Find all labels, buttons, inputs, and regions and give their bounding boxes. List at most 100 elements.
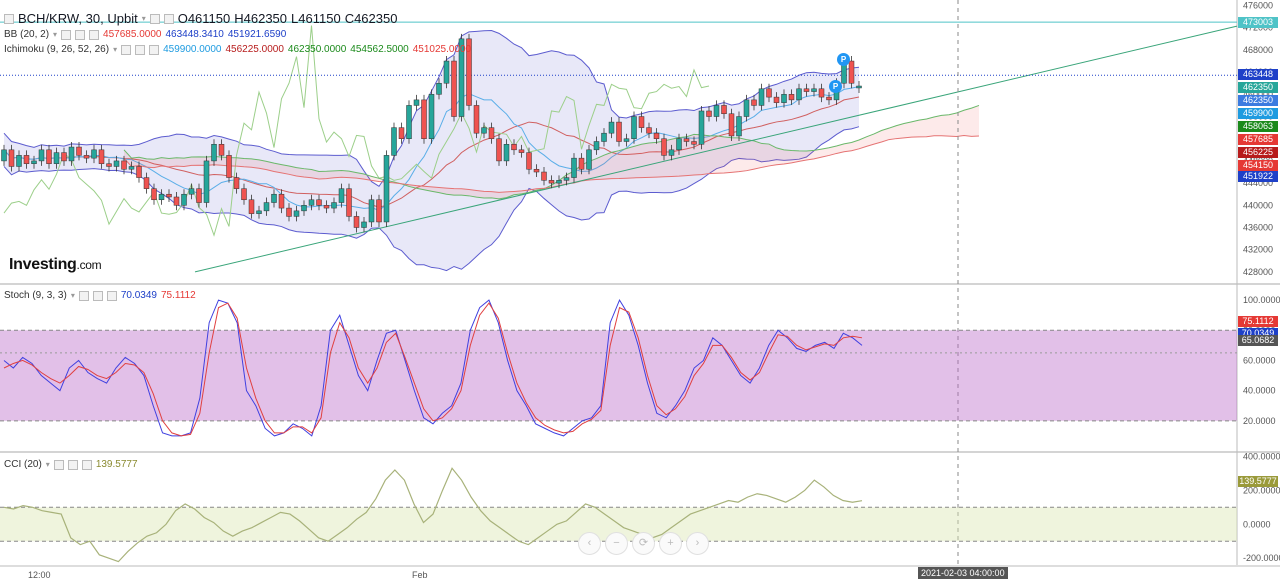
candle <box>226 155 232 178</box>
investing-logo: Investing.com <box>9 256 102 273</box>
candle <box>233 177 240 189</box>
eye-icon[interactable] <box>53 459 64 470</box>
eye-icon[interactable] <box>121 44 132 55</box>
x-tick-label: Feb <box>412 570 428 580</box>
candle <box>218 144 225 156</box>
price-badge: 459900 <box>1238 108 1278 119</box>
eye-icon[interactable] <box>149 13 160 24</box>
collapse-icon[interactable] <box>4 13 14 24</box>
symbol-label: BCH/KRW, 30, Upbit <box>18 11 138 26</box>
candle <box>46 149 52 164</box>
candle <box>308 199 315 206</box>
eye-icon[interactable] <box>61 29 72 40</box>
settings-icon[interactable] <box>135 44 146 55</box>
candle <box>143 177 150 189</box>
candle <box>23 155 30 164</box>
candle <box>638 116 645 128</box>
candle <box>526 152 532 170</box>
candle <box>286 207 292 217</box>
cci-tick-label: 200.0000 <box>1243 485 1280 495</box>
cci-line <box>3 467 863 563</box>
chevron-down-icon[interactable]: ▾ <box>113 45 118 54</box>
ichimoku-cloud-fill <box>124 105 979 199</box>
candle <box>781 94 787 103</box>
ohlc-high: H462350 <box>234 11 288 26</box>
candle <box>788 94 795 101</box>
stoch-label: Stoch (9, 3, 3) <box>4 290 67 301</box>
reset-button[interactable]: ⟳ <box>632 532 655 555</box>
candle <box>646 127 652 134</box>
candle <box>736 116 742 137</box>
price-tick-label: 428000 <box>1243 267 1273 277</box>
candle <box>53 152 60 164</box>
candle <box>38 149 45 162</box>
settings-icon[interactable] <box>75 29 86 40</box>
candle <box>113 160 120 167</box>
chart-navigation: ‹ − ⟳ + › <box>578 532 709 555</box>
candle <box>616 121 622 142</box>
chevron-down-icon[interactable]: ▾ <box>53 30 58 39</box>
zoom-out-button[interactable]: − <box>605 532 628 555</box>
candle <box>751 99 757 106</box>
candle <box>533 168 540 173</box>
settings-icon[interactable] <box>163 13 174 24</box>
pivot-marker-p[interactable]: P <box>829 80 842 93</box>
candle <box>571 157 577 178</box>
scroll-right-button[interactable]: › <box>686 532 709 555</box>
candle <box>578 157 585 170</box>
pivot-marker-p[interactable]: P <box>837 53 850 66</box>
price-badge: 473003 <box>1238 17 1278 28</box>
candle <box>728 113 735 137</box>
price-badge: 451922 <box>1238 171 1278 182</box>
candle <box>811 88 817 92</box>
bb-value-upper: 463448.3410 <box>165 29 224 40</box>
candle <box>826 96 832 101</box>
candle <box>188 188 195 195</box>
candle <box>631 116 637 139</box>
candle <box>361 221 367 228</box>
chevron-down-icon[interactable]: ▾ <box>70 291 75 300</box>
cci-tick-label: 400.0000 <box>1243 451 1280 461</box>
stoch-tick-label: 20.0000 <box>1243 416 1276 426</box>
cci-tick-label: -200.0000 <box>1243 553 1280 563</box>
candle <box>391 127 397 156</box>
candle <box>661 138 667 156</box>
price-badge: 463448 <box>1238 69 1278 80</box>
close-icon[interactable] <box>106 290 117 301</box>
candle <box>166 193 172 198</box>
candle <box>338 188 345 203</box>
ichimoku-value-5: 451025.0000 <box>412 44 472 55</box>
candle <box>848 60 855 84</box>
candle <box>743 99 750 117</box>
candle <box>466 38 472 106</box>
candle <box>541 171 547 181</box>
candle <box>443 60 450 84</box>
close-icon[interactable] <box>149 44 160 55</box>
price-tick-label: 460000 <box>1243 89 1273 99</box>
eye-icon[interactable] <box>78 290 89 301</box>
candle <box>31 160 37 164</box>
candle <box>556 180 562 184</box>
candle <box>758 88 765 106</box>
settings-icon[interactable] <box>92 290 103 301</box>
chevron-down-icon[interactable]: ▾ <box>141 14 146 23</box>
candle <box>586 149 592 170</box>
candle <box>496 138 502 162</box>
close-icon[interactable] <box>89 29 100 40</box>
scroll-left-button[interactable]: ‹ <box>578 532 601 555</box>
ichimoku-value-3: 462350.0000 <box>287 44 347 55</box>
candle <box>83 155 90 159</box>
zoom-in-button[interactable]: + <box>659 532 682 555</box>
candle <box>706 110 712 117</box>
settings-icon[interactable] <box>67 459 78 470</box>
candle <box>458 38 465 117</box>
close-icon[interactable] <box>81 459 92 470</box>
candle <box>593 141 600 151</box>
chevron-down-icon[interactable]: ▾ <box>45 460 50 469</box>
candle <box>383 155 390 223</box>
candle <box>368 199 375 223</box>
candle <box>436 82 442 95</box>
price-tick-label: 468000 <box>1243 45 1273 55</box>
bb-value-lower: 451921.6590 <box>227 29 287 40</box>
